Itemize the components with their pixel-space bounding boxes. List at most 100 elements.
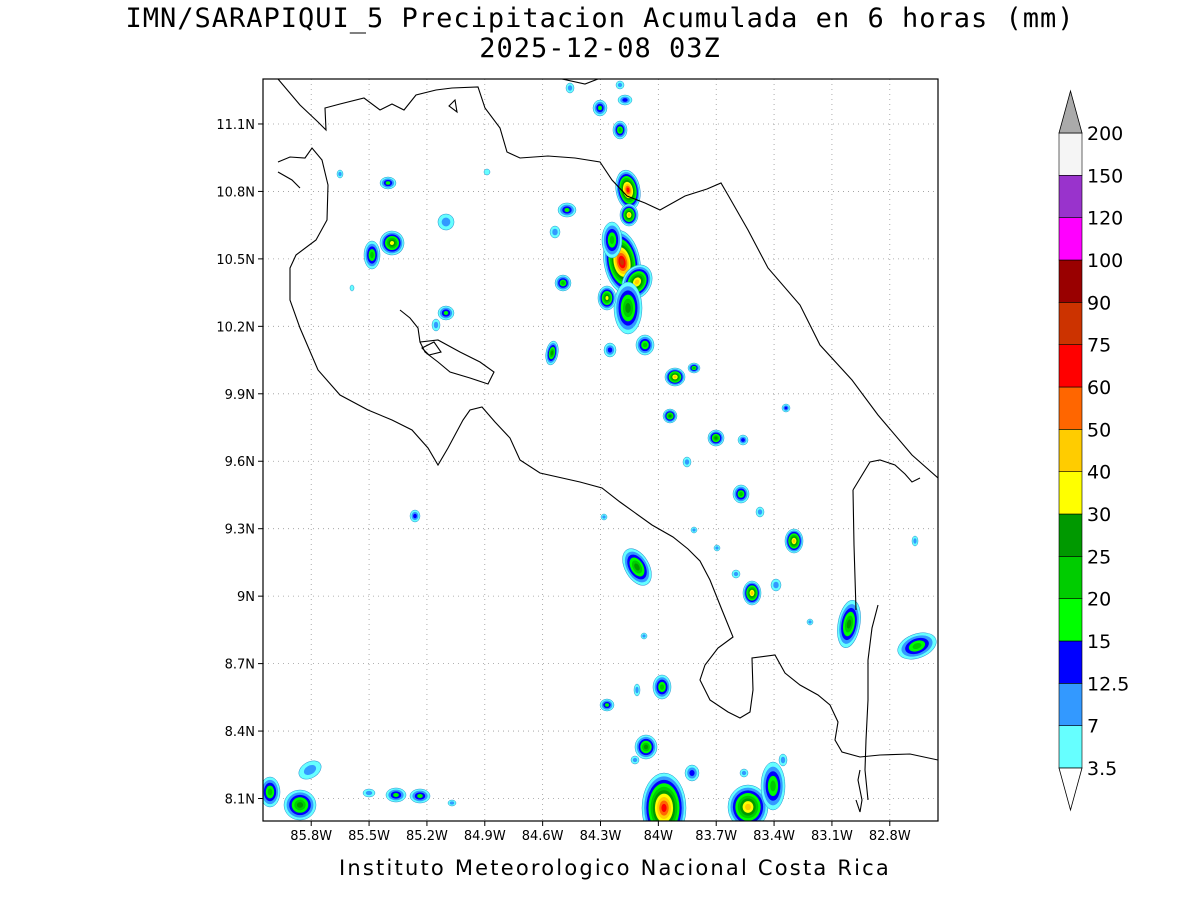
precip-cell — [837, 600, 861, 648]
precip-contour-band — [296, 802, 304, 808]
chart-subtitle-date: 2025-12-08 03Z — [479, 33, 721, 64]
precip-cell — [742, 580, 762, 606]
lon-tick-label: 85.2W — [406, 829, 448, 844]
precip-contour-band — [642, 342, 648, 348]
precip-contour-band — [483, 168, 491, 176]
colorbar-swatch — [1058, 556, 1083, 599]
lon-tick-label: 83.7W — [695, 829, 737, 844]
precip-cell — [599, 698, 615, 712]
colorbar-label: 12.5 — [1087, 673, 1129, 695]
precip-cell — [707, 429, 725, 447]
precip-cell — [409, 509, 421, 523]
precip-cell — [379, 230, 405, 256]
precip-cell — [600, 513, 608, 521]
lon-tick-label: 84.9W — [464, 829, 506, 844]
precip-contour-band — [622, 98, 628, 102]
lat-tick-label: 8.7N — [225, 658, 255, 673]
lon-tick-label: 83.1W — [811, 829, 853, 844]
colorbar-swatch — [1058, 259, 1083, 303]
lat-tick-label: 10.2N — [216, 320, 255, 335]
colorbar-label: 20 — [1087, 589, 1111, 611]
precip-cell — [755, 506, 765, 518]
precip-cell — [298, 760, 322, 780]
precip-contour-band — [338, 171, 342, 177]
precip-cell — [640, 632, 648, 640]
precip-cell — [784, 528, 804, 554]
colorbar-label: 200 — [1087, 123, 1123, 145]
colorbar-label: 60 — [1087, 377, 1111, 399]
precip-contour-band — [634, 563, 640, 571]
precip-contour-band — [564, 208, 570, 212]
precip-cell — [557, 202, 577, 218]
precip-cell — [483, 168, 491, 176]
precip-contour-band — [635, 686, 639, 694]
precip-cell — [431, 318, 441, 332]
lat-tick-label: 11.1N — [216, 118, 255, 133]
precip-contour-band — [634, 279, 640, 285]
precipitation-cells — [263, 80, 937, 828]
precip-contour-band — [433, 321, 439, 329]
precip-cell — [619, 203, 639, 227]
precip-cell — [545, 340, 559, 366]
colorbar-swatch — [1058, 513, 1083, 557]
precip-contour-band — [715, 546, 719, 550]
precip-cell — [617, 94, 633, 106]
lon-tick-label: 85.8W — [290, 829, 332, 844]
precip-contour-band — [303, 765, 317, 775]
colorbar-label: 75 — [1087, 335, 1111, 357]
precip-cell — [739, 768, 749, 778]
precip-cell — [363, 240, 381, 270]
precip-cell — [633, 683, 641, 697]
precip-cell — [897, 632, 937, 660]
colorbar-label: 30 — [1087, 504, 1111, 526]
precip-cell — [362, 788, 376, 798]
precip-contour-band — [692, 366, 696, 370]
precip-cell — [662, 408, 678, 424]
lon-tick-label: 84W — [644, 829, 674, 844]
precip-contour-band — [627, 213, 631, 217]
precip-cell — [770, 578, 782, 592]
precip-contour-band — [390, 241, 394, 245]
colorbar-swatch — [1058, 175, 1083, 218]
precip-contour-band — [808, 620, 812, 624]
lon-tick-label: 85.5W — [348, 829, 390, 844]
footer-institution: Instituto Meteorologico Nacional Costa R… — [339, 856, 891, 880]
precip-contour-band — [673, 375, 677, 379]
lat-tick-label: 9.9N — [225, 388, 255, 403]
precip-contour-band — [694, 822, 700, 828]
lat-tick-label: 10.5N — [216, 253, 255, 268]
lon-tick-label: 84.3W — [580, 829, 622, 844]
precip-cell — [349, 284, 355, 292]
precip-cell — [694, 822, 700, 828]
precip-contour-band — [602, 515, 606, 519]
chart-title: IMN/SARAPIQUI_5 Precipitacion Acumulada … — [125, 3, 1075, 34]
precip-cell — [615, 80, 625, 90]
colorbar-swatch — [1058, 217, 1083, 261]
colorbar-label: 50 — [1087, 419, 1111, 441]
precip-contour-band — [413, 513, 417, 519]
precip-contour-band — [668, 414, 672, 418]
precip-contour-band — [393, 793, 399, 797]
precip-cell — [263, 776, 281, 808]
precip-cell — [437, 213, 455, 231]
precip-contour-band — [605, 703, 609, 707]
precip-contour-band — [739, 491, 743, 497]
precip-contour-band — [733, 571, 739, 577]
precip-contour-band — [770, 780, 776, 792]
precip-cell — [641, 772, 687, 821]
precip-cell — [781, 403, 791, 413]
lat-tick-label: 9.3N — [225, 523, 255, 538]
precip-contour-band — [684, 459, 690, 465]
precip-cell — [336, 169, 344, 179]
precip-contour-band — [625, 302, 631, 314]
precip-contour-band — [349, 284, 355, 292]
precip-cell — [687, 362, 701, 374]
precip-cell — [612, 120, 628, 140]
colorbar-label: 7 — [1087, 716, 1099, 738]
precip-cell — [409, 788, 431, 804]
precip-contour-band — [605, 296, 609, 300]
precip-contour-band — [607, 347, 613, 353]
precip-cell — [549, 225, 561, 239]
colorbar-swatch — [1058, 302, 1083, 345]
lat-tick-label: 9.6N — [225, 455, 255, 470]
